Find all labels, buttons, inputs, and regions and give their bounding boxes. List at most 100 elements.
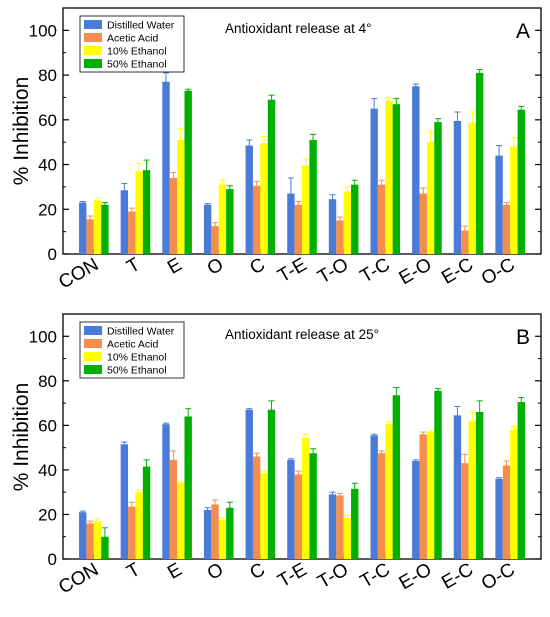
x-tick-label: E-C: [438, 559, 477, 594]
bar: [135, 492, 143, 559]
legend-swatch: [84, 365, 102, 374]
x-tick-label: O-C: [478, 254, 519, 290]
bar: [370, 435, 378, 559]
bar: [252, 185, 261, 254]
x-tick-label: C: [246, 559, 268, 584]
bar: [245, 145, 253, 254]
bar: [267, 409, 276, 559]
bar: [302, 165, 310, 254]
bar: [79, 512, 87, 559]
legend-swatch: [84, 339, 102, 348]
y-axis-label: % Inhibition: [10, 77, 33, 186]
bar: [370, 108, 378, 255]
bar: [502, 204, 511, 254]
bar: [169, 459, 178, 559]
x-tick-label: E-O: [396, 254, 436, 289]
bar: [461, 463, 469, 559]
bar: [309, 139, 317, 254]
bar: [343, 191, 352, 254]
bar: [142, 170, 151, 254]
x-tick-label: T: [123, 559, 144, 583]
bar: [468, 123, 476, 254]
legend-label: Acetic Acid: [107, 33, 159, 45]
bar: [302, 437, 310, 559]
bar: [101, 204, 109, 254]
y-tick-label: 60: [38, 111, 57, 130]
y-tick-label: 100: [29, 21, 57, 40]
chart-annotation: Antioxidant release at 25°: [225, 327, 379, 342]
bar: [203, 510, 212, 559]
x-tick-label: T: [123, 254, 144, 278]
bar: [434, 122, 442, 255]
bar: [218, 520, 227, 559]
bar: [377, 453, 386, 559]
y-tick-label: 60: [38, 416, 57, 435]
x-tick-label: CON: [55, 559, 102, 598]
x-tick-label: C: [246, 254, 268, 279]
bar: [162, 424, 170, 559]
x-tick-label: T-O: [314, 559, 352, 593]
bar: [328, 494, 337, 559]
bar: [461, 230, 469, 254]
bar: [453, 415, 462, 559]
bar: [267, 99, 276, 254]
bar: [328, 199, 337, 254]
bar: [434, 390, 442, 559]
chart-panel-B: 0 20 40 60 80 100 % Inhibition CON T E O C T-E T-O T-C…: [10, 313, 542, 598]
bar: [177, 139, 185, 254]
x-tick-label: E: [164, 254, 185, 279]
bar: [86, 219, 94, 254]
bar: [86, 523, 94, 559]
legend-swatch: [84, 46, 102, 55]
legend-label: 10% Ethanol: [107, 46, 167, 58]
x-tick-label: T-E: [274, 559, 310, 592]
bar: [510, 429, 518, 559]
bar: [351, 488, 359, 559]
bar: [120, 190, 129, 254]
bar: [120, 444, 129, 559]
bar: [419, 193, 427, 254]
legend-swatch: [84, 59, 102, 68]
bar: [392, 104, 401, 254]
y-tick-label: 40: [38, 156, 57, 175]
bar: [475, 72, 484, 254]
chart-panel-A: 0 20 40 60 80 100 % Inhibition CON T E O C T-E T-O T-C…: [10, 7, 542, 293]
bar: [93, 200, 102, 254]
bar: [336, 220, 344, 254]
x-tick-label: O: [204, 559, 227, 585]
legend-label: Distilled Water: [107, 326, 175, 338]
bar: [101, 536, 109, 559]
bar: [169, 177, 178, 254]
bar: [128, 506, 136, 559]
bar: [336, 495, 344, 559]
bar: [426, 142, 435, 254]
legend-label: 50% Ethanol: [107, 365, 167, 377]
bar: [211, 504, 219, 559]
y-tick-label: 80: [38, 372, 57, 391]
bar: [426, 432, 435, 559]
bar: [128, 211, 136, 254]
x-tick-label: T-C: [357, 254, 394, 287]
x-tick-label: T-C: [357, 559, 394, 592]
bar: [211, 226, 219, 254]
y-tick-label: 0: [48, 550, 57, 569]
bar: [184, 416, 192, 559]
bar: [495, 478, 503, 559]
bar: [245, 409, 253, 559]
bar: [218, 184, 227, 254]
bar: [79, 202, 87, 254]
bar: [184, 90, 192, 254]
chart-annotation: Antioxidant release at 4°: [225, 21, 372, 36]
bar: [287, 193, 295, 254]
y-tick-label: 80: [38, 66, 57, 85]
bar: [392, 395, 401, 559]
panel-letter: B: [516, 326, 530, 349]
bar: [343, 517, 352, 559]
x-tick-label: T-E: [274, 254, 310, 287]
x-tick-label: E-C: [438, 254, 477, 289]
y-tick-label: 40: [38, 461, 57, 480]
y-tick-label: 100: [29, 327, 57, 346]
